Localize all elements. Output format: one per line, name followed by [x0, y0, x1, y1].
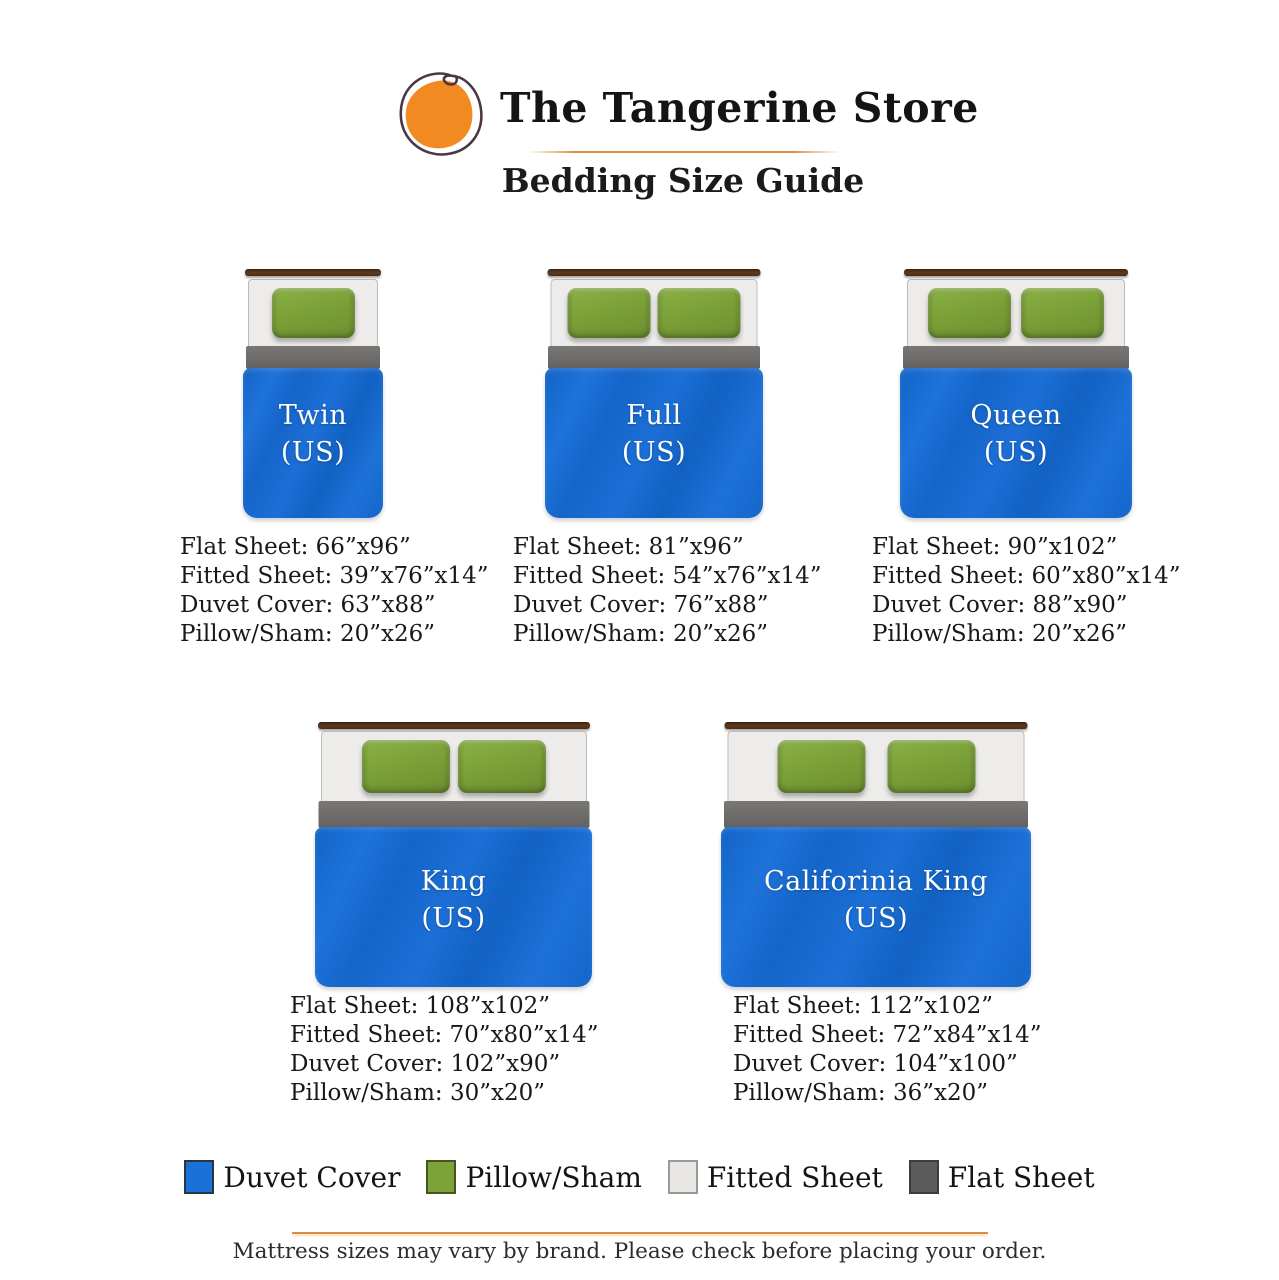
spec-flat-sheet: Flat Sheet: 90”x102” — [872, 534, 1118, 560]
flat-sheet-swatch-icon — [908, 1160, 939, 1194]
footer-divider — [292, 1232, 988, 1234]
pillow-row — [249, 288, 377, 338]
pillow — [887, 740, 975, 793]
pillow-row — [729, 740, 1024, 793]
bed-label: Full (US) — [545, 397, 763, 471]
bed-region: (US) — [421, 903, 486, 934]
bed-name: King — [420, 866, 487, 897]
spec-flat-sheet: Flat Sheet: 108”x102” — [290, 993, 550, 1019]
pillow — [567, 288, 651, 338]
bed-name: Full — [626, 400, 682, 431]
specs-queen: Flat Sheet: 90”x102” Fitted Sheet: 60”x8… — [872, 533, 1181, 649]
bed-name: Twin — [278, 400, 348, 431]
bed-label: Queen (US) — [900, 397, 1132, 471]
spec-pillow-sham: Pillow/Sham: 20”x26” — [872, 621, 1127, 647]
legend-label: Fitted Sheet — [706, 1160, 883, 1194]
bed-diagram-queen: Queen (US) — [900, 266, 1132, 518]
bed-label: Twin (US) — [243, 397, 383, 471]
fitted-sheet-swatch-icon — [667, 1160, 698, 1194]
spec-fitted-sheet: Fitted Sheet: 72”x84”x14” — [733, 1022, 1042, 1048]
spec-duvet-cover: Duvet Cover: 63”x88” — [180, 592, 436, 618]
spec-pillow-sham: Pillow/Sham: 30”x20” — [290, 1080, 545, 1106]
pillow-row — [552, 288, 757, 338]
pillow-row — [908, 288, 1124, 338]
bed-diagram-twin: Twin (US) — [243, 266, 383, 518]
bed-diagram-king: King (US) — [315, 720, 592, 987]
bed-name: Queen — [970, 400, 1062, 431]
spec-duvet-cover: Duvet Cover: 104”x100” — [733, 1051, 1018, 1077]
bed-region: (US) — [843, 903, 909, 934]
page-title: Bedding Size Guide — [501, 161, 865, 200]
headboard-bar — [317, 722, 590, 729]
legend-label: Flat Sheet — [947, 1160, 1095, 1194]
bed-name: Califorinia King — [764, 866, 988, 897]
flat-sheet-band — [903, 346, 1129, 369]
flat-sheet-band — [246, 346, 380, 369]
duvet-cover-swatch-icon — [184, 1160, 215, 1194]
duvet-cover: Califorinia King (US) — [721, 827, 1031, 987]
pillow — [271, 288, 355, 338]
pillow-sham-swatch-icon — [426, 1160, 457, 1194]
pillow — [457, 740, 546, 793]
spec-pillow-sham: Pillow/Sham: 20”x26” — [180, 621, 435, 647]
headboard-bar — [547, 269, 761, 276]
spec-fitted-sheet: Fitted Sheet: 54”x76”x14” — [513, 563, 822, 589]
flat-sheet-band — [724, 801, 1028, 828]
spec-fitted-sheet: Fitted Sheet: 70”x80”x14” — [290, 1022, 599, 1048]
pillow — [1021, 288, 1104, 338]
specs-california-king: Flat Sheet: 112”x102” Fitted Sheet: 72”x… — [733, 992, 1042, 1108]
legend-item-fitted-sheet: Fitted Sheet — [667, 1160, 883, 1194]
spec-flat-sheet: Flat Sheet: 112”x102” — [733, 993, 993, 1019]
bed-region: (US) — [280, 437, 346, 468]
pillow — [361, 740, 450, 793]
legend-label: Duvet Cover — [223, 1160, 401, 1194]
specs-full: Flat Sheet: 81”x96” Fitted Sheet: 54”x76… — [513, 533, 822, 649]
bed-region: (US) — [621, 437, 687, 468]
flat-sheet-band — [548, 346, 760, 369]
store-name: The Tangerine Store — [500, 84, 979, 132]
bed-diagram-full: Full (US) — [545, 266, 763, 518]
spec-duvet-cover: Duvet Cover: 76”x88” — [513, 592, 769, 618]
title-divider — [528, 151, 840, 153]
specs-twin: Flat Sheet: 66”x96” Fitted Sheet: 39”x76… — [180, 533, 489, 649]
spec-fitted-sheet: Fitted Sheet: 60”x80”x14” — [872, 563, 1181, 589]
duvet-cover: Full (US) — [545, 368, 763, 518]
legend-item-pillow-sham: Pillow/Sham — [426, 1160, 642, 1194]
pillow-row — [322, 740, 586, 793]
legend-label: Pillow/Sham — [465, 1160, 642, 1194]
bed-region: (US) — [983, 437, 1049, 468]
pillow — [657, 288, 741, 338]
tangerine-logo-icon — [399, 72, 483, 156]
spec-duvet-cover: Duvet Cover: 102”x90” — [290, 1051, 561, 1077]
legend-item-flat-sheet: Flat Sheet — [908, 1160, 1095, 1194]
pillow — [777, 740, 865, 793]
headboard-bar — [724, 722, 1028, 729]
spec-flat-sheet: Flat Sheet: 66”x96” — [180, 534, 411, 560]
bed-diagram-california-king: Califorinia King (US) — [721, 720, 1031, 987]
spec-fitted-sheet: Fitted Sheet: 39”x76”x14” — [180, 563, 489, 589]
footer-note: Mattress sizes may vary by brand. Please… — [232, 1239, 1047, 1264]
headboard-bar — [904, 269, 1128, 276]
legend-item-duvet-cover: Duvet Cover — [184, 1160, 400, 1194]
duvet-cover: King (US) — [315, 827, 592, 987]
duvet-cover: Queen (US) — [900, 368, 1132, 518]
duvet-cover: Twin (US) — [243, 368, 383, 518]
flat-sheet-band — [318, 801, 589, 828]
spec-pillow-sham: Pillow/Sham: 20”x26” — [513, 621, 768, 647]
spec-flat-sheet: Flat Sheet: 81”x96” — [513, 534, 744, 560]
bed-label: Califorinia King (US) — [721, 863, 1031, 937]
spec-pillow-sham: Pillow/Sham: 36”x20” — [733, 1080, 988, 1106]
specs-king: Flat Sheet: 108”x102” Fitted Sheet: 70”x… — [290, 992, 599, 1108]
legend: Duvet Cover Pillow/Sham Fitted Sheet Fla… — [0, 1160, 1279, 1194]
spec-duvet-cover: Duvet Cover: 88”x90” — [872, 592, 1128, 618]
headboard-bar — [245, 269, 381, 276]
bed-label: King (US) — [315, 863, 592, 937]
pillow — [928, 288, 1011, 338]
